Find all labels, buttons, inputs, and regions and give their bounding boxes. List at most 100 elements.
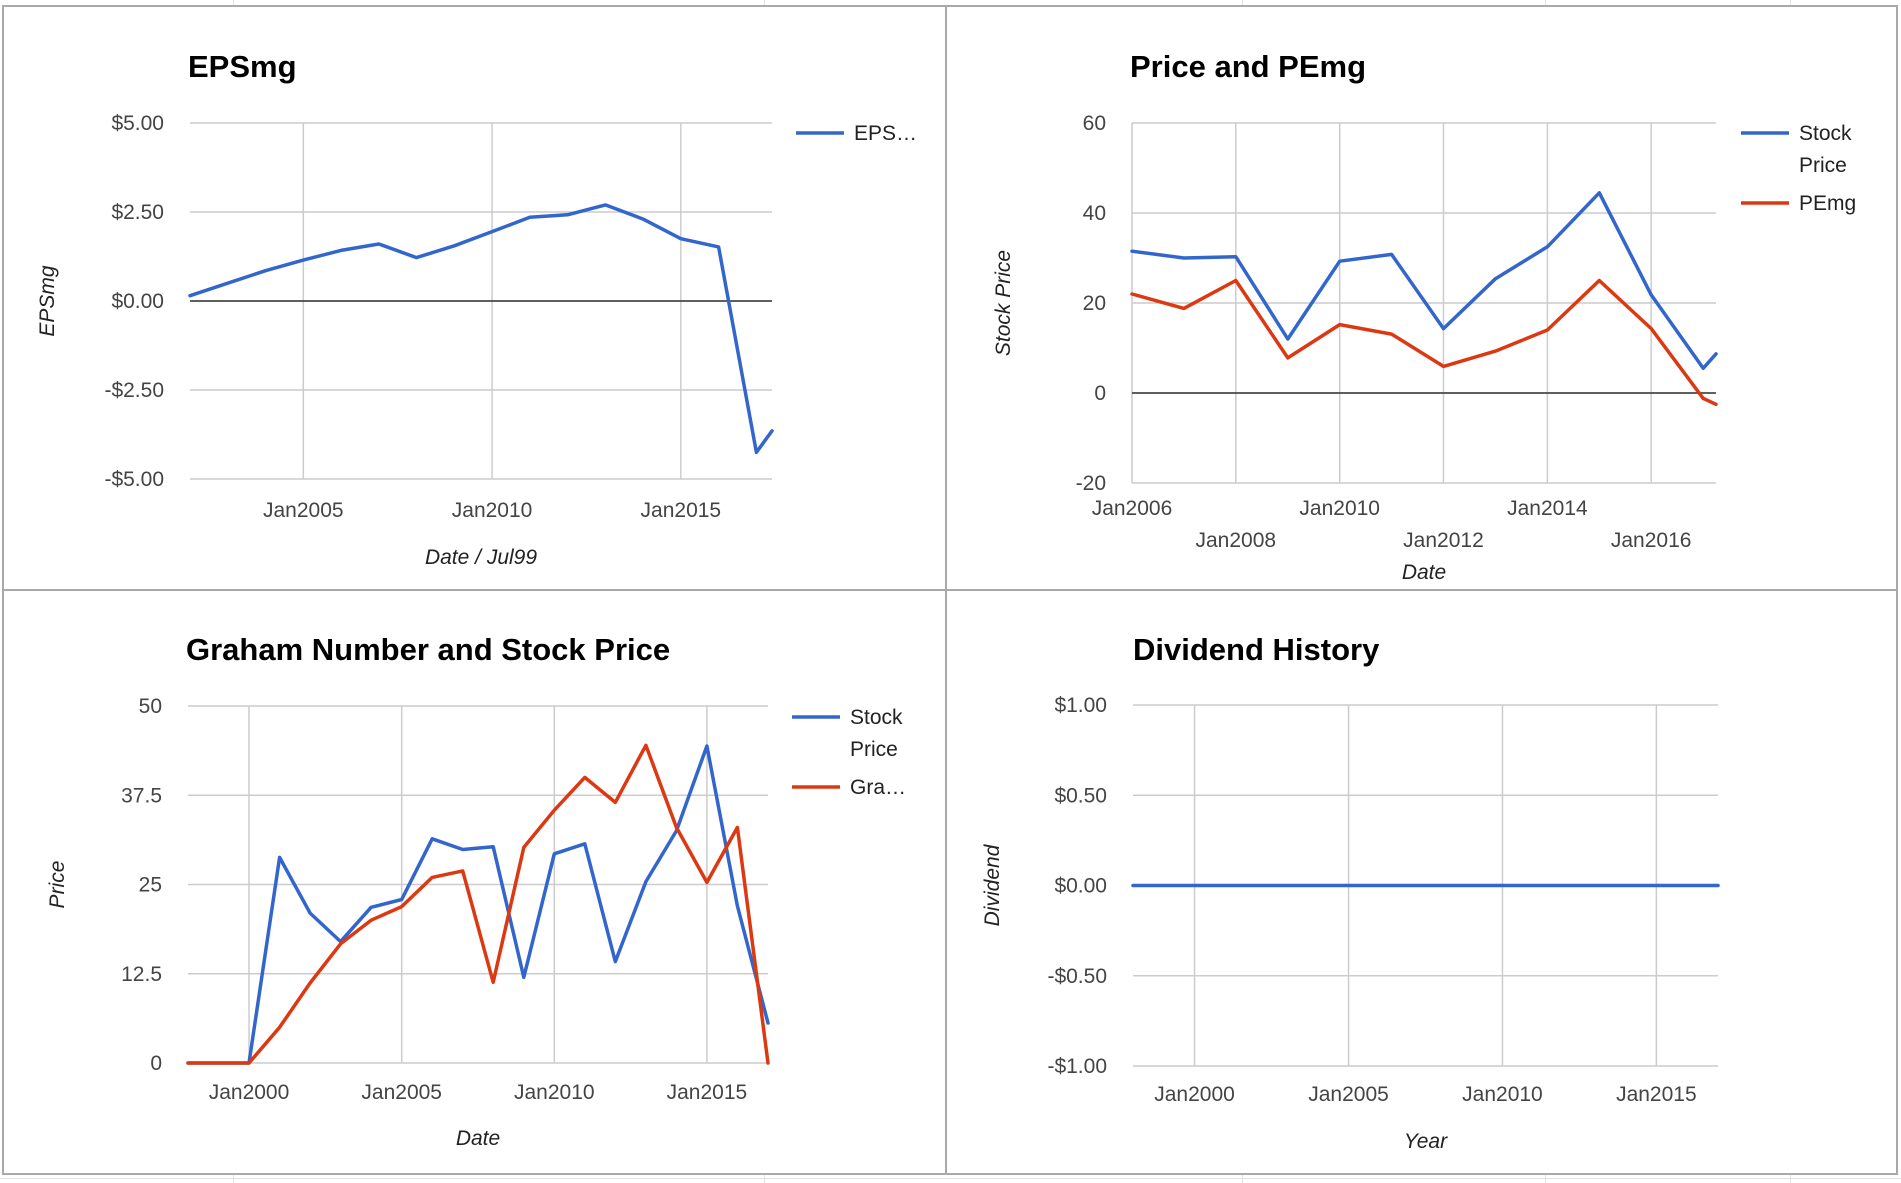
data-point[interactable] [488,842,498,852]
data-point[interactable] [1542,242,1552,252]
data-point[interactable] [374,239,384,249]
data-point[interactable] [580,772,590,782]
data-point[interactable] [1594,276,1604,286]
data-point[interactable] [1711,349,1721,359]
data-point[interactable] [714,242,724,252]
data-point[interactable] [1491,274,1501,284]
legend-label: EPS… [854,122,917,145]
data-point[interactable] [610,957,620,967]
data-point[interactable] [275,852,285,862]
y-tick-label: $1.00 [1054,694,1107,717]
data-point[interactable] [336,939,346,949]
epsmg-chart: EPSmg $5.00 $2.50 $0.00 -$2.50 -$5.00 Jan2005 J… [36,49,917,569]
data-point[interactable] [1283,353,1293,363]
data-point[interactable] [183,1058,193,1068]
data-point[interactable] [600,200,610,210]
data-point[interactable] [767,426,777,436]
data-point[interactable] [702,741,712,751]
data-point[interactable] [1646,290,1656,300]
data-point[interactable] [1179,253,1189,263]
data-point[interactable] [185,291,195,301]
data-point[interactable] [580,839,590,849]
data-point[interactable] [1335,320,1345,330]
gridlines [190,122,772,480]
data-point[interactable] [638,214,648,224]
series-line[interactable] [188,203,774,455]
data-point[interactable] [1542,325,1552,335]
data-point[interactable] [1594,188,1604,198]
data-point[interactable] [751,447,761,457]
y-axis-title: EPSmg [36,265,59,337]
x-tick-label: Jan2015 [667,1081,748,1104]
data-point[interactable] [458,866,468,876]
data-point[interactable] [1439,324,1449,334]
data-point[interactable] [519,842,529,852]
data-point[interactable] [763,1058,773,1068]
sheet-gridline [0,1178,1901,1179]
data-point[interactable] [366,915,376,925]
price-pemg-chart-panel[interactable]: Price and PEmg 60 40 20 0 -20 Jan2006 Jan2008 Ja… [945,5,1898,591]
data-point[interactable] [1439,361,1449,371]
data-point[interactable] [549,805,559,815]
data-point[interactable] [305,908,315,918]
data-point[interactable] [1711,399,1721,409]
data-point[interactable] [223,278,233,288]
data-point[interactable] [563,210,573,220]
data-point[interactable] [1231,276,1241,286]
data-point[interactable] [1646,324,1656,334]
graham-chart-panel[interactable]: Graham Number and Stock Price 50 37.5 25 12.… [2,589,947,1175]
series-line[interactable] [1130,191,1718,371]
data-point[interactable] [488,977,498,987]
series-0 [186,741,770,1065]
data-point[interactable] [732,822,742,832]
data-point[interactable] [487,227,497,237]
series-line[interactable] [186,743,770,1065]
data-point[interactable] [1713,881,1723,891]
data-point[interactable] [549,849,559,859]
data-point[interactable] [336,245,346,255]
data-point[interactable] [1128,881,1138,891]
data-point[interactable] [1283,334,1293,344]
data-point[interactable] [397,902,407,912]
data-point[interactable] [366,902,376,912]
data-point[interactable] [1127,246,1137,256]
data-point[interactable] [1698,363,1708,373]
data-point[interactable] [702,877,712,887]
data-point[interactable] [1491,346,1501,356]
data-point[interactable] [275,1022,285,1032]
data-point[interactable] [1387,329,1397,339]
series-line[interactable] [186,744,770,1065]
x-tick-label: Jan2006 [1092,497,1173,520]
data-point[interactable] [305,978,315,988]
data-point[interactable] [525,212,535,222]
data-point[interactable] [298,255,308,265]
data-point[interactable] [458,845,468,855]
x-tick-label: Jan2016 [1611,529,1692,552]
data-point[interactable] [671,822,681,832]
data-point[interactable] [732,901,742,911]
data-point[interactable] [261,266,271,276]
data-point[interactable] [427,834,437,844]
data-point[interactable] [1179,303,1189,313]
data-point[interactable] [1335,256,1345,266]
dividend-chart-panel[interactable]: Dividend History $1.00 $0.50 $0.00 -$0.50 -$1… [945,589,1898,1175]
data-point[interactable] [449,241,459,251]
data-point[interactable] [1127,289,1137,299]
data-point[interactable] [1231,252,1241,262]
y-tick-label: $0.00 [111,290,164,313]
epsmg-chart-panel[interactable]: EPSmg $5.00 $2.50 $0.00 -$2.50 -$5.00 Jan2005 J… [2,5,947,591]
data-point[interactable] [214,1058,224,1068]
data-point[interactable] [427,872,437,882]
data-point[interactable] [641,740,651,750]
data-point[interactable] [1698,393,1708,403]
data-point[interactable] [610,797,620,807]
data-point[interactable] [641,877,651,887]
x-axis-title: Date [456,1127,500,1150]
data-point[interactable] [676,234,686,244]
data-point[interactable] [412,253,422,263]
x-tick-label: Jan2015 [641,499,722,522]
data-point[interactable] [1387,249,1397,259]
series-line[interactable] [1130,278,1718,407]
data-point[interactable] [244,1058,254,1068]
data-point[interactable] [519,972,529,982]
